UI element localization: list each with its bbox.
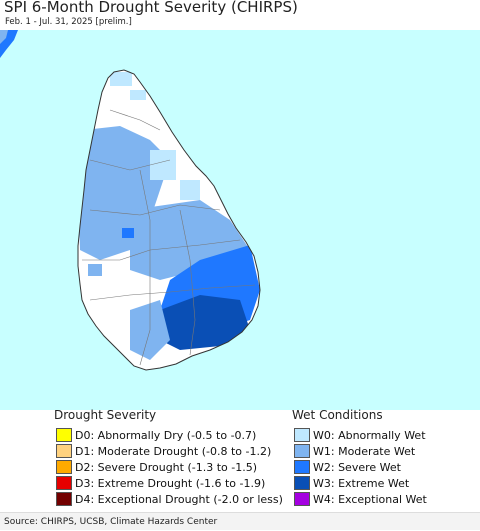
swatch-d1 <box>56 444 72 458</box>
map-title: SPI 6-Month Drought Severity (CHIRPS) <box>4 0 298 16</box>
legend-item-w3: W3: Extreme Wet <box>294 476 409 490</box>
legend-label-w2: W2: Severe Wet <box>313 460 401 474</box>
drought-legend-heading: Drought Severity <box>54 408 157 422</box>
swatch-w1 <box>294 444 310 458</box>
india-coast <box>0 30 8 44</box>
legend-label-w1: W1: Moderate Wet <box>313 444 416 458</box>
swatch-d2 <box>56 460 72 474</box>
legend-label-d1: D1: Moderate Drought (-0.8 to -1.2) <box>75 444 272 458</box>
legend-item-w2: W2: Severe Wet <box>294 460 401 474</box>
swatch-w4 <box>294 492 310 506</box>
swatch-w3 <box>294 476 310 490</box>
legend-item-d1: D1: Moderate Drought (-0.8 to -1.2) <box>56 444 271 458</box>
legend-item-w1: W1: Moderate Wet <box>294 444 415 458</box>
legend-item-w0: W0: Abnormally Wet <box>294 428 426 442</box>
legend-label-d2: D2: Severe Drought (-1.3 to -1.5) <box>75 460 258 474</box>
swatch-w2 <box>294 460 310 474</box>
legend-label-d3: D3: Extreme Drought (-1.6 to -1.9) <box>75 476 266 490</box>
wet-legend-heading: Wet Conditions <box>292 408 383 422</box>
legend-item-d4: D4: Exceptional Drought (-2.0 or less) <box>56 492 283 506</box>
legend-label-w0: W0: Abnormally Wet <box>313 428 426 442</box>
drought-map <box>0 30 480 410</box>
legend-label-w3: W3: Extreme Wet <box>313 476 410 490</box>
legend-label-d4: D4: Exceptional Drought (-2.0 or less) <box>75 492 283 506</box>
legend-item-d3: D3: Extreme Drought (-1.6 to -1.9) <box>56 476 265 490</box>
legend: Drought Severity Wet Conditions D0: Abno… <box>0 408 480 514</box>
sri-lanka-island <box>78 70 260 370</box>
map-subtitle: Feb. 1 - Jul. 31, 2025 [prelim.] <box>5 17 132 27</box>
swatch-w0 <box>294 428 310 442</box>
swatch-d3 <box>56 476 72 490</box>
legend-item-w4: W4: Exceptional Wet <box>294 492 427 506</box>
district-boundaries <box>82 109 256 366</box>
legend-label-w4: W4: Exceptional Wet <box>313 492 427 506</box>
legend-item-d0: D0: Abnormally Dry (-0.5 to -0.7) <box>56 428 256 442</box>
legend-item-d2: D2: Severe Drought (-1.3 to -1.5) <box>56 460 257 474</box>
swatch-d0 <box>56 428 72 442</box>
swatch-d4 <box>56 492 72 506</box>
legend-label-d0: D0: Abnormally Dry (-0.5 to -0.7) <box>75 428 257 442</box>
island-outline <box>77 69 261 371</box>
source-credit: Source: CHIRPS, UCSB, Climate Hazards Ce… <box>0 512 480 530</box>
map-svg <box>0 30 261 371</box>
